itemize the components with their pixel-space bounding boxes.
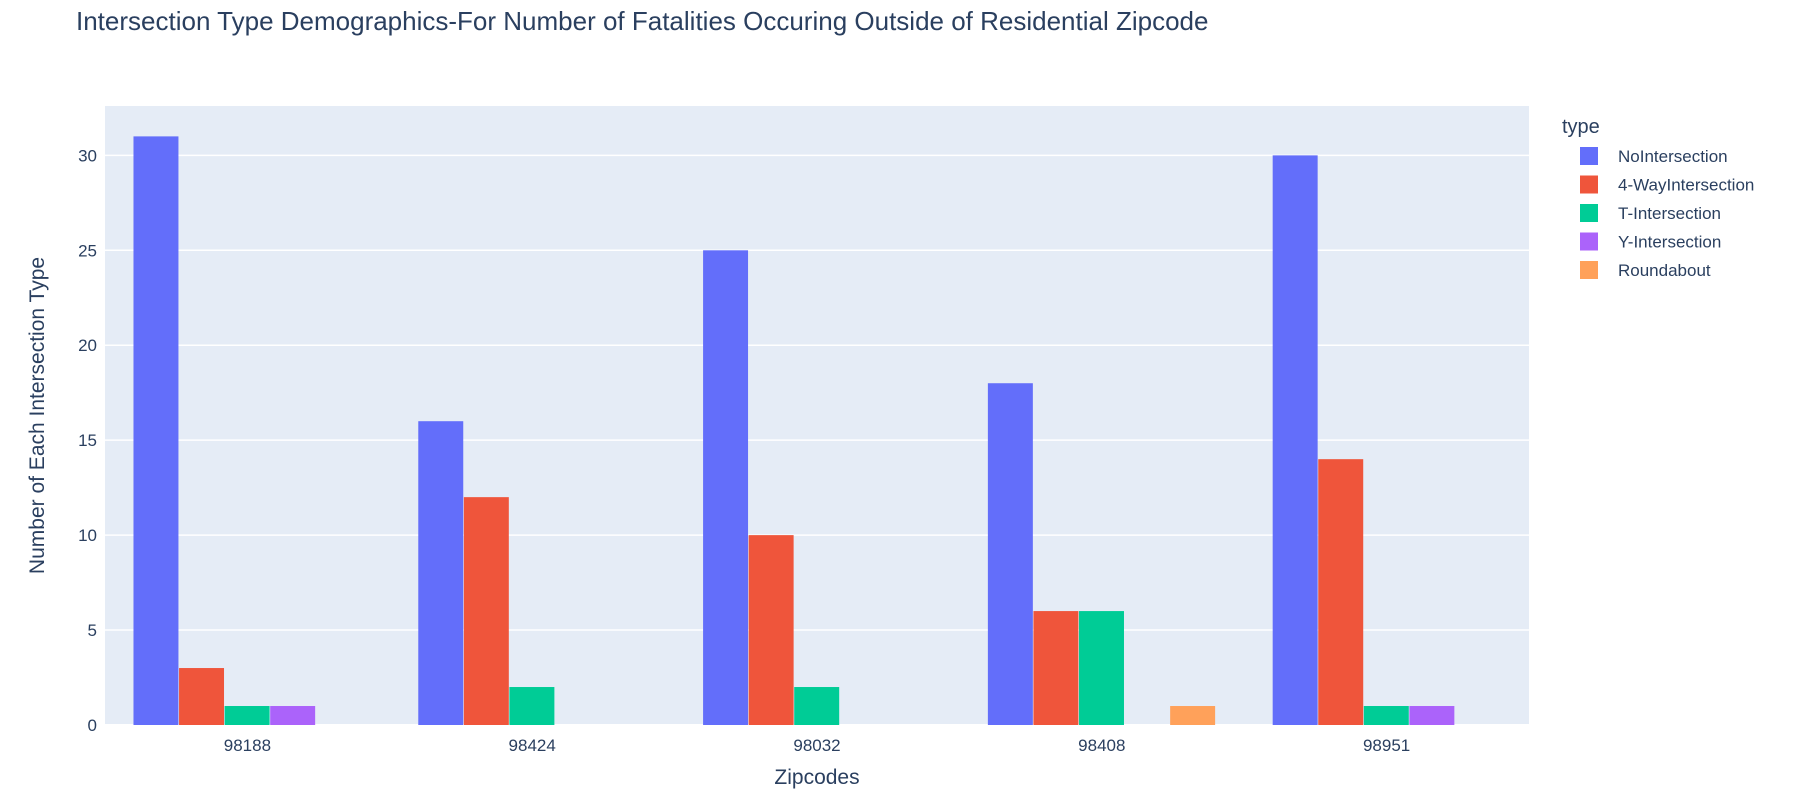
x-tick-label: 98408 [1078, 736, 1125, 755]
bar-t-intersection-98188[interactable] [224, 706, 270, 725]
x-tick-label: 98032 [793, 736, 840, 755]
bar-4-wayintersection-98951[interactable] [1318, 459, 1364, 725]
legend-label[interactable]: 4-WayIntersection [1618, 176, 1754, 195]
bar-t-intersection-98424[interactable] [509, 687, 555, 725]
legend-label[interactable]: T-Intersection [1618, 204, 1721, 223]
y-axis-ticks: 0 5 10 15 20 25 30 [78, 146, 97, 735]
bars [133, 136, 1455, 725]
bar-nointersection-98951[interactable] [1272, 155, 1318, 725]
legend-title: type [1562, 116, 1600, 138]
bar-t-intersection-98032[interactable] [794, 687, 840, 725]
bar-4-wayintersection-98408[interactable] [1033, 611, 1079, 725]
bar-t-intersection-98951[interactable] [1363, 706, 1409, 725]
y-tick-label: 15 [78, 431, 97, 450]
legend-swatch[interactable] [1580, 204, 1598, 222]
bar-nointersection-98032[interactable] [703, 250, 749, 725]
legend-swatch[interactable] [1580, 147, 1598, 165]
y-tick-label: 25 [78, 241, 97, 260]
y-tick-label: 10 [78, 526, 97, 545]
legend-label[interactable]: Y-Intersection [1618, 233, 1721, 252]
bar-y-intersection-98188[interactable] [270, 706, 316, 725]
legend-swatch[interactable] [1580, 175, 1598, 194]
y-axis-title: Number of Each Intersection Type [26, 257, 49, 574]
legend: type NoIntersection 4-WayIntersection T-In… [1562, 116, 1754, 280]
bar-t-intersection-98408[interactable] [1079, 611, 1124, 725]
y-tick-label: 30 [78, 146, 97, 165]
bar-nointersection-98424[interactable] [418, 421, 464, 725]
legend-swatch[interactable] [1580, 261, 1598, 279]
bar-4-wayintersection-98032[interactable] [748, 535, 794, 725]
bar-y-intersection-98951[interactable] [1409, 706, 1455, 725]
x-tick-label: 98188 [224, 736, 271, 755]
y-tick-label: 0 [88, 716, 97, 735]
legend-label[interactable]: Roundabout [1618, 261, 1711, 280]
legend-swatch[interactable] [1580, 232, 1598, 251]
x-axis-title: Zipcodes [774, 766, 859, 789]
bar-4-wayintersection-98188[interactable] [179, 668, 225, 725]
x-axis-ticks: 98188 98424 98032 98408 98951 [224, 736, 1410, 755]
x-tick-label: 98951 [1363, 736, 1410, 755]
y-tick-label: 5 [88, 621, 97, 640]
bar-nointersection-98188[interactable] [133, 136, 179, 725]
chart-title: Intersection Type Demographics-For Numbe… [76, 6, 1209, 36]
bar-roundabout-98408[interactable] [1170, 706, 1216, 725]
x-tick-label: 98424 [509, 736, 556, 755]
bar-nointersection-98408[interactable] [987, 383, 1033, 725]
bar-4-wayintersection-98424[interactable] [463, 497, 509, 725]
y-tick-label: 20 [78, 336, 97, 355]
legend-label[interactable]: NoIntersection [1618, 147, 1728, 166]
